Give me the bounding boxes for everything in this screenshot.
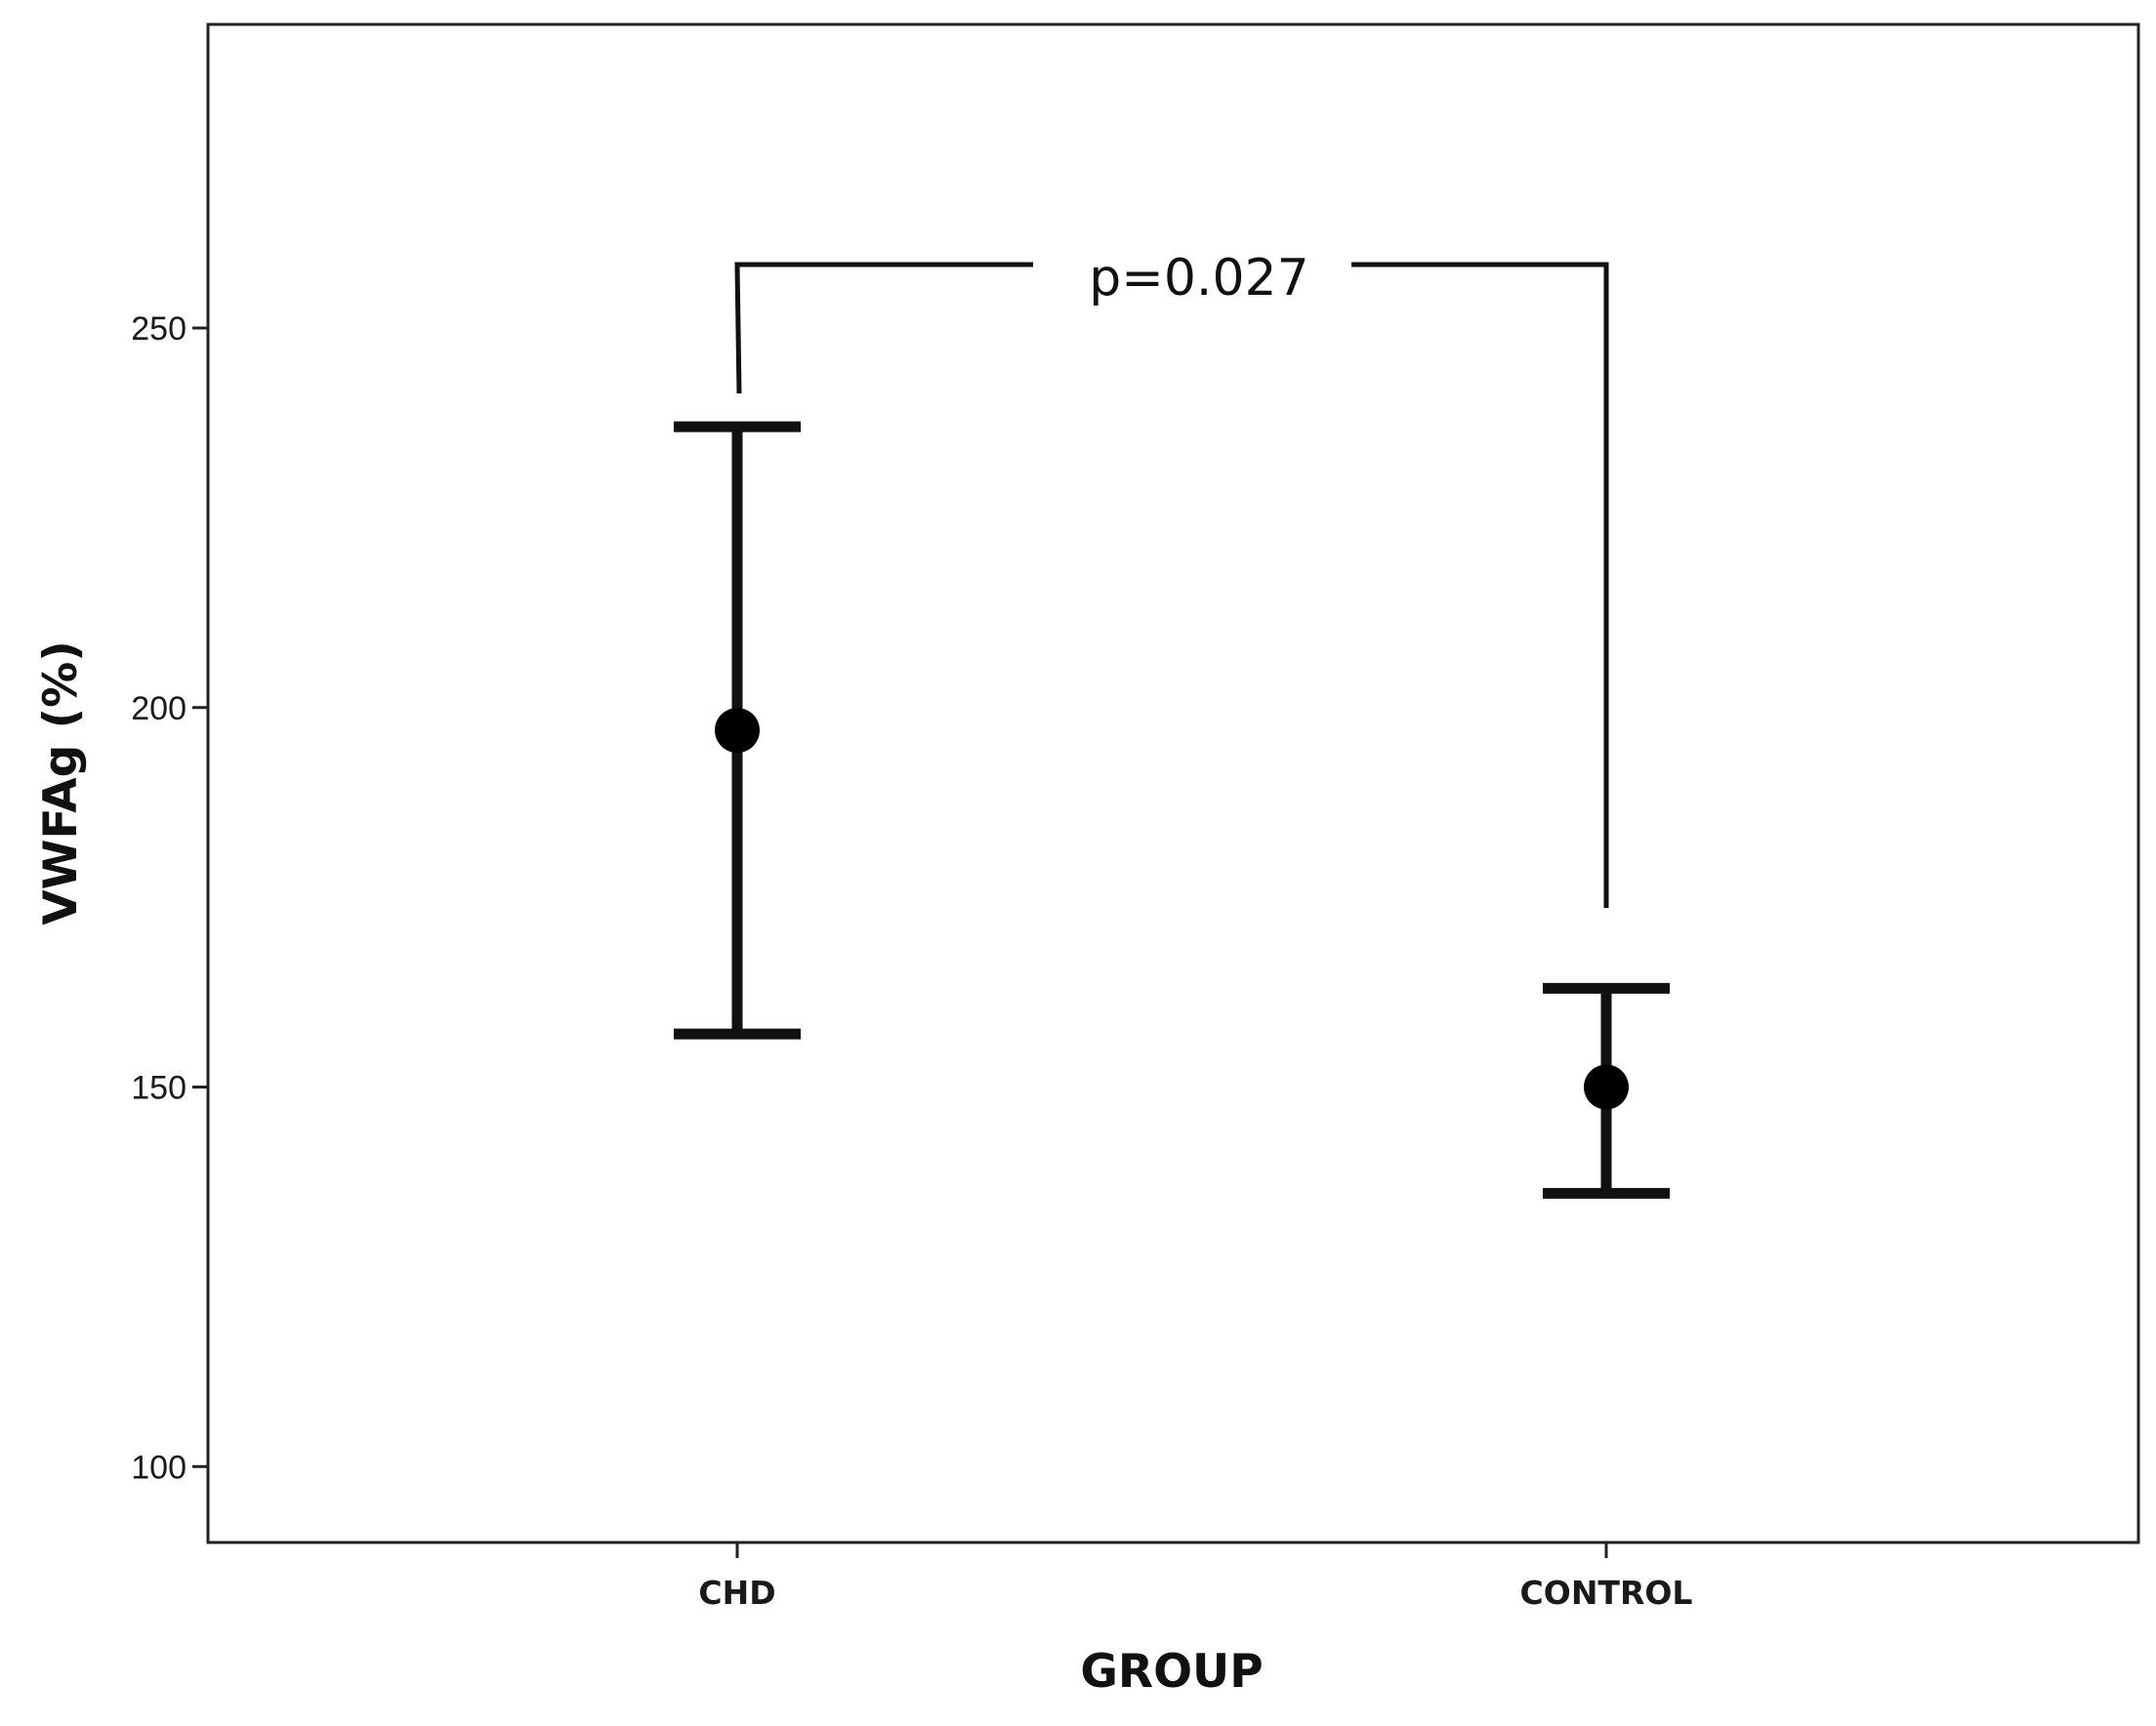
significance-bracket-left (734, 262, 1033, 394)
y-tick-label: 150 (131, 1070, 187, 1107)
y-axis: 100 150 200 250 (131, 310, 208, 1486)
p-value-label: p=0.027 (1089, 249, 1308, 308)
plot-frame (206, 22, 2140, 1544)
y-tick-label: 200 (131, 690, 187, 727)
mean-marker-control (1584, 1064, 1629, 1110)
y-axis-title: VWFAg (%) (34, 640, 88, 925)
significance-bracket-right (1351, 262, 1609, 908)
x-tick-label: CONTROL (1520, 1574, 1693, 1612)
error-bars (674, 421, 1670, 1199)
y-tick-label: 100 (131, 1449, 187, 1486)
significance-annotation: p=0.027 (734, 249, 1609, 908)
x-tick-label: CHD (698, 1574, 775, 1612)
y-tick-label: 250 (131, 310, 187, 348)
x-axis: CHD CONTROL (698, 1542, 1692, 1612)
mean-marker-chd (715, 708, 760, 754)
x-axis-title: GROUP (1080, 1645, 1263, 1699)
